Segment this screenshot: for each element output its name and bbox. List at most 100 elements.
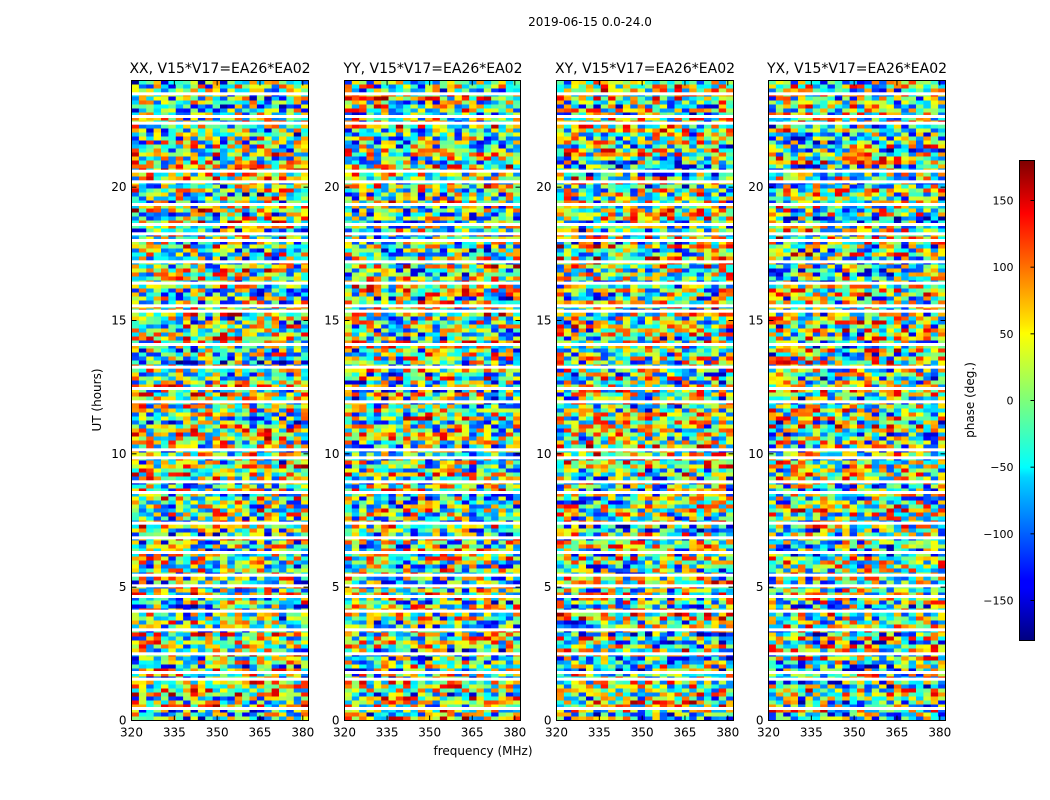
heatmap-cell	[279, 416, 287, 421]
heatmap-cell	[249, 420, 258, 425]
heatmap-cell	[264, 460, 272, 465]
heatmap-cell	[286, 300, 295, 305]
heatmap-cell	[138, 164, 147, 169]
heatmap-cell	[131, 108, 140, 113]
heatmap-cell	[220, 212, 228, 217]
heatmap-cell	[249, 616, 258, 621]
heatmap-cell	[454, 136, 463, 141]
heatmap-cell	[220, 272, 228, 277]
heatmap-cell	[271, 252, 280, 257]
heatmap-cell	[286, 600, 295, 605]
heatmap-cell	[256, 144, 265, 149]
heatmap-cell	[153, 692, 162, 697]
heatmap-cell	[168, 472, 177, 477]
heatmap-cell	[197, 516, 206, 521]
heatmap-cell	[146, 128, 154, 133]
heatmap-cell	[279, 552, 287, 557]
heatmap-cell	[205, 596, 213, 601]
heatmap-cell	[351, 84, 360, 89]
heatmap-cell	[301, 264, 309, 269]
heatmap-cell	[286, 388, 295, 393]
heatmap-cell	[197, 552, 206, 557]
heatmap-cell	[205, 600, 213, 605]
heatmap-cell	[242, 324, 250, 329]
heatmap-cell	[168, 284, 177, 289]
heatmap-cell	[279, 700, 287, 705]
heatmap-cell	[439, 244, 448, 249]
heatmap-cell	[197, 316, 206, 321]
heatmap-cell	[301, 320, 309, 325]
heatmap-cell	[153, 700, 162, 705]
heatmap-cell	[447, 216, 455, 221]
heatmap-cell	[175, 560, 184, 565]
heatmap-cell	[249, 612, 258, 617]
heatmap-cell	[227, 524, 236, 529]
heatmap-cell	[432, 172, 441, 177]
heatmap-cell	[249, 100, 258, 105]
heatmap-cell	[138, 556, 147, 561]
heatmap-cell	[373, 192, 382, 197]
heatmap-cell	[146, 476, 154, 481]
heatmap-cell	[175, 644, 184, 649]
heatmap-cell	[454, 224, 463, 229]
heatmap-cell	[301, 620, 309, 625]
heatmap-cell	[381, 220, 389, 225]
heatmap-cell	[301, 640, 309, 645]
heatmap-cell	[153, 452, 162, 457]
heatmap-cell	[491, 84, 499, 89]
heatmap-cell	[212, 200, 221, 205]
heatmap-cell	[161, 656, 169, 661]
heatmap-cell	[432, 244, 441, 249]
heatmap-cell	[513, 244, 521, 249]
heatmap-cell	[190, 360, 199, 365]
heatmap-cell	[175, 524, 184, 529]
heatmap-cell	[279, 248, 287, 253]
heatmap-cell	[205, 372, 213, 377]
heatmap-cell	[256, 204, 265, 209]
heatmap-cell	[351, 128, 360, 133]
heatmap-cell	[168, 672, 177, 677]
heatmap-cell	[286, 512, 295, 517]
heatmap-cell	[234, 616, 243, 621]
heatmap-cell	[183, 384, 191, 389]
heatmap-cell	[138, 196, 147, 201]
heatmap-cell	[242, 192, 250, 197]
heatmap-cell	[212, 636, 221, 641]
heatmap-cell	[271, 712, 280, 717]
heatmap-cell	[249, 640, 258, 645]
heatmap-cell	[168, 152, 177, 157]
heatmap-cell	[212, 532, 221, 537]
heatmap-cell	[220, 96, 228, 101]
heatmap-cell	[491, 220, 499, 225]
heatmap-cell	[168, 204, 177, 209]
heatmap-cell	[425, 132, 433, 137]
heatmap-cell	[279, 184, 287, 189]
heatmap-cell	[264, 704, 272, 709]
heatmap-cell	[227, 412, 236, 417]
heatmap-cell	[301, 460, 309, 465]
heatmap-cell	[131, 300, 140, 305]
heatmap-cell	[205, 296, 213, 301]
heatmap-cell	[153, 636, 162, 641]
heatmap-cell	[256, 104, 265, 109]
heatmap-cell	[271, 552, 280, 557]
heatmap-cell	[447, 88, 455, 93]
heatmap-cell	[220, 164, 228, 169]
heatmap-cell	[279, 360, 287, 365]
heatmap-cell	[146, 200, 154, 205]
heatmap-cell	[410, 112, 419, 117]
heatmap-cell	[161, 680, 169, 685]
heatmap-cell	[279, 620, 287, 625]
heatmap-cell	[234, 508, 243, 513]
heatmap-cell	[256, 660, 265, 665]
heatmap-cell	[197, 440, 206, 445]
heatmap-cell	[425, 164, 433, 169]
heatmap-cell	[197, 88, 206, 93]
heatmap-cell	[395, 200, 404, 205]
heatmap-cell	[513, 156, 521, 161]
heatmap-cell	[461, 156, 470, 161]
heatmap-cell	[234, 392, 243, 397]
heatmap-cell	[205, 416, 213, 421]
heatmap-cell	[286, 492, 295, 497]
heatmap-cell	[242, 664, 250, 669]
